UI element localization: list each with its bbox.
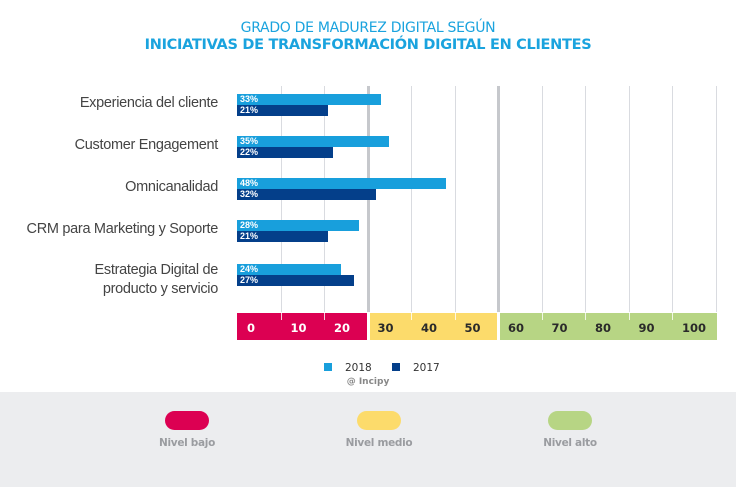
x-tick-label: 0 (247, 321, 256, 335)
gridline (497, 86, 500, 312)
x-tick-label: 10 (290, 321, 307, 335)
bar-2017: 32% (237, 189, 377, 200)
x-tick-label: 100 (682, 321, 707, 335)
zone-nivel-medio (369, 313, 497, 340)
bar-2018: 48% (237, 178, 446, 189)
zone-nivel-bajo (237, 313, 367, 340)
bar-label: 21% (240, 231, 259, 241)
level-label: Nivel bajo (158, 437, 216, 449)
legend-swatch-2018 (324, 363, 332, 371)
axis-tick (541, 312, 543, 320)
bar-label: 33% (240, 94, 259, 104)
bar-label: 28% (240, 220, 259, 230)
bar-label: 22% (240, 147, 259, 157)
axis-tick (672, 312, 673, 320)
level-label: Nivel medio (345, 437, 413, 449)
level-legend-panel: Nivel bajo Nivel medio Nivel alto (0, 392, 736, 487)
level-swatch-nivel-bajo (165, 411, 209, 430)
bar-label: 24% (240, 264, 259, 274)
credit: @ Incipy (346, 377, 390, 387)
bar-2018: 24% (237, 264, 342, 275)
bar-label: 48% (240, 178, 259, 188)
x-tick-label: 80 (595, 321, 612, 335)
category-label: CRM para Marketing y Soporte (26, 220, 219, 239)
category-label-line: Estrategia Digital de (94, 262, 219, 278)
bar-label: 35% (240, 136, 259, 146)
axis-tick (411, 312, 412, 320)
chart-subtitle: INICIATIVAS DE TRANSFORMACIÓN DIGITAL EN… (144, 37, 592, 53)
gridline (585, 86, 586, 312)
level-swatch-nivel-medio (357, 411, 401, 430)
category-label: Experiencia del cliente (80, 94, 218, 113)
category-label-line: producto y servicio (102, 281, 218, 297)
legend-label-2017: 2017 (413, 362, 440, 374)
category-label: Customer Engagement (74, 136, 219, 155)
axis-tick (585, 312, 586, 320)
gridline (716, 86, 717, 312)
x-tick-label: 30 (377, 321, 394, 335)
category-label: Estrategia Digital de producto y servicio (94, 261, 219, 299)
x-tick-label: 20 (334, 321, 351, 335)
bar-2017: 22% (237, 147, 333, 158)
zone-nivel-alto (500, 313, 717, 340)
x-tick-label: 90 (638, 321, 655, 335)
level-swatch-nivel-alto (548, 411, 592, 430)
bar-2018: 35% (237, 136, 390, 147)
axis-tick (454, 312, 456, 320)
bar-2017: 21% (237, 105, 329, 116)
x-tick-label: 50 (464, 321, 481, 335)
gridline (672, 86, 673, 312)
category-label: Omnicanalidad (125, 178, 218, 197)
x-tick-label: 40 (421, 321, 438, 335)
bar-label: 27% (240, 275, 259, 285)
gridline (411, 86, 412, 312)
x-tick-label: 70 (551, 321, 568, 335)
bar-label: 32% (240, 189, 259, 199)
x-tick-label: 60 (508, 321, 525, 335)
axis-tick (628, 312, 630, 320)
axis-tick (280, 312, 282, 320)
axis-tick (324, 312, 325, 320)
legend-label-2018: 2018 (345, 362, 372, 374)
gridline (454, 86, 456, 312)
bar-label: 21% (240, 105, 259, 115)
category-label-line: Experiencia del cliente (79, 95, 218, 111)
category-label-line: Omnicanalidad (125, 179, 218, 195)
bar-2017: 27% (237, 275, 355, 286)
bar-2017: 21% (237, 231, 329, 242)
bar-2018: 33% (237, 94, 381, 105)
gridline (628, 86, 630, 312)
chart-title: GRADO DE MADUREZ DIGITAL SEGÚN (240, 20, 496, 36)
bar-2018: 28% (237, 220, 359, 231)
gridline (541, 86, 543, 312)
category-label-line: CRM para Marketing y Soporte (26, 221, 219, 237)
level-label: Nivel alto (543, 437, 597, 449)
legend-swatch-2017 (392, 363, 400, 371)
category-label-line: Customer Engagement (74, 137, 219, 153)
